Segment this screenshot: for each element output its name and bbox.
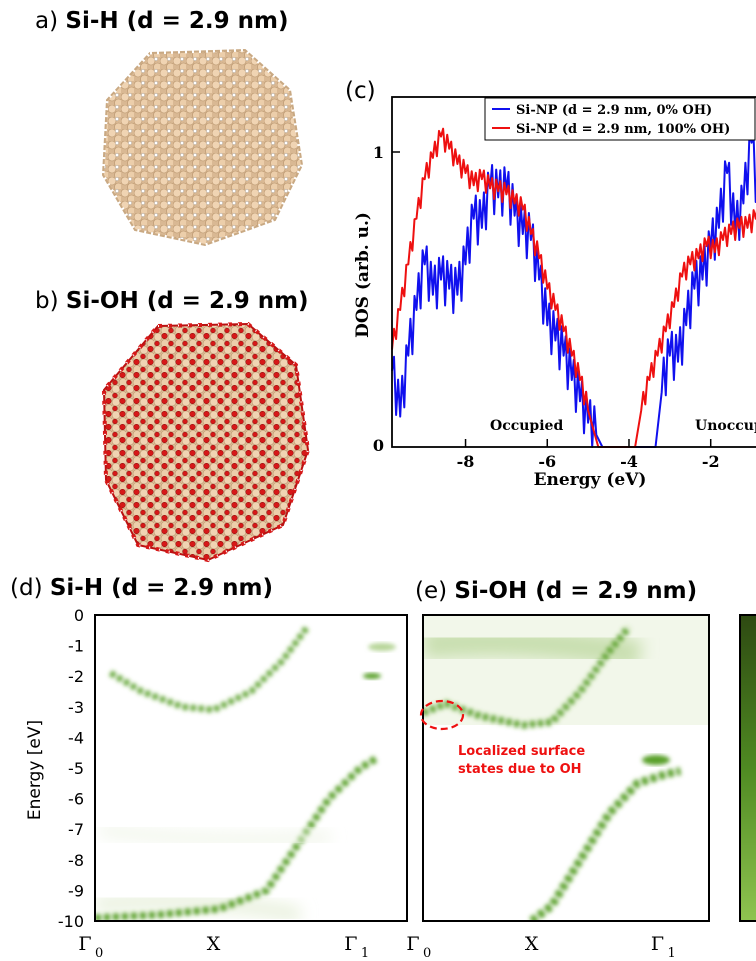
band-ytick-label: -4 [68, 728, 84, 747]
panel-b-prefix: b) [35, 288, 59, 314]
band-ytick-label: -6 [68, 790, 84, 809]
panel-a-label: a) Si-H (d = 2.9 nm) [35, 8, 289, 34]
band-ytick-label: -3 [68, 698, 84, 717]
colorbar [739, 614, 756, 922]
band-xtick-label: Γ [651, 933, 664, 955]
band-xtick-label: X [207, 933, 221, 955]
dos-chart: DOS (arb. u.) 1 0 -8 -6 -4 -2 Energy (eV) O… [353, 96, 756, 490]
band-xtick-subscript: 0 [95, 946, 103, 961]
band-charts: Energy [eV] 0 -1 -2 -3 -4 -5 -6 -7 -8 -9 -10 Local… [25, 606, 756, 961]
band-xtick-subscript: 0 [423, 946, 431, 961]
dos-annotation-occupied: Occupied [490, 418, 563, 434]
band-ytick-label: -1 [68, 637, 84, 656]
band-ytick-label: -10 [58, 912, 84, 931]
panel-a-prefix: a) [35, 8, 59, 34]
band-xtick-label: Γ [78, 933, 91, 955]
dos-xlabel: Energy (eV) [534, 470, 647, 490]
dos-xtick-label: -2 [702, 452, 720, 471]
band-ytick-label: -7 [68, 820, 84, 839]
si-oh-nanoparticle-image [101, 321, 310, 563]
si-oh-band-plot [423, 615, 709, 921]
panel-e-title: Si-OH (d = 2.9 nm) [454, 578, 698, 604]
dos-xtick-label: -8 [457, 452, 475, 471]
legend-label-0oh: Si-NP (d = 2.9 nm, 0% OH) [516, 103, 712, 118]
panel-c-label: (c) [345, 78, 376, 104]
dos-ylabel: DOS (arb. u.) [353, 212, 373, 338]
band-xtick-subscript: 1 [668, 946, 676, 961]
band-xtick-label: Γ [344, 933, 357, 955]
panel-b-title: Si-OH (d = 2.9 nm) [65, 288, 309, 314]
si-oh-band-frame [422, 614, 710, 922]
panel-d-label: (d) Si-H (d = 2.9 nm) [10, 575, 273, 601]
si-h-band-frame [94, 614, 408, 922]
dos-ytick-1: 1 [373, 143, 384, 162]
panel-b-label: b) Si-OH (d = 2.9 nm) [35, 288, 309, 314]
band-xtick-subscript: 1 [361, 946, 369, 961]
band-ytick-label: -9 [68, 881, 84, 900]
band-ytick-label: -8 [68, 851, 84, 870]
dos-series-0 [391, 131, 756, 448]
si-h-band-plot [95, 615, 407, 921]
si-h-nanoparticle-image [101, 48, 304, 247]
localized-states-marker [419, 699, 465, 731]
dos-xtick-label: -4 [620, 452, 638, 471]
dos-xtick-label: -6 [538, 452, 556, 471]
dos-legend: Si-NP (d = 2.9 nm, 0% OH) Si-NP (d = 2.9… [484, 97, 756, 141]
panel-a-title: Si-H (d = 2.9 nm) [65, 8, 289, 34]
dos-frame [391, 96, 756, 448]
panel-d-title: Si-H (d = 2.9 nm) [49, 575, 273, 601]
legend-label-100oh: Si-NP (d = 2.9 nm, 100% OH) [516, 122, 730, 137]
band-ylabel: Energy [eV] [25, 720, 45, 820]
panel-e-label: (e) Si-OH (d = 2.9 nm) [415, 578, 697, 604]
dos-plot-area [391, 127, 756, 448]
band-ytick-label: 0 [74, 606, 84, 625]
annotation-line-2: states due to OH [458, 762, 582, 777]
band-ytick-label: -5 [68, 759, 84, 778]
band-ytick-label: -2 [68, 667, 84, 686]
panel-d-prefix: (d) [10, 575, 43, 601]
dos-annotation-unoccupied: Unoccupied [695, 418, 756, 434]
panel-e-prefix: (e) [415, 578, 448, 604]
band-xtick-label: X [525, 933, 539, 955]
annotation-line-1: Localized surface [458, 744, 585, 759]
dos-ytick-0: 0 [373, 436, 384, 455]
band-xtick-label: Γ [406, 933, 419, 955]
dos-series-1 [391, 127, 756, 448]
